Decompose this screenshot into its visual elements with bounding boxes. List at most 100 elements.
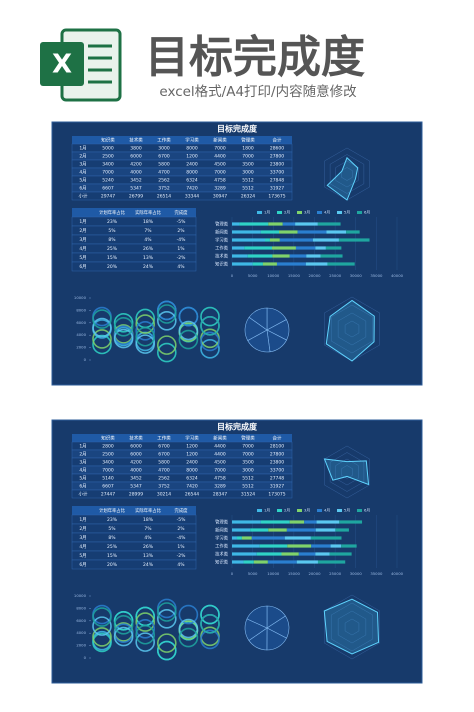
legend-label: 6月	[364, 508, 370, 513]
ring	[135, 619, 155, 639]
table-cell: 33700	[270, 170, 284, 176]
table-cell: 4200	[130, 460, 142, 466]
rate-cell: 4%	[177, 562, 185, 568]
bar-segment	[232, 230, 261, 234]
ring	[113, 610, 134, 631]
x-tick-label: 5000	[248, 273, 258, 278]
pie-slice	[246, 605, 268, 629]
rate-cell: 18%	[143, 219, 154, 225]
ring	[200, 306, 220, 327]
table-cell: 8000	[186, 468, 198, 474]
table-cell: 4400	[214, 154, 226, 160]
table-cell: 3452	[130, 476, 142, 482]
page-title: 目标完成度	[145, 32, 365, 83]
rate-label: 2月	[79, 228, 86, 234]
rate-header: 实际年率占比	[135, 507, 161, 514]
bar-segment	[272, 246, 296, 250]
table-cell: 27748	[270, 476, 284, 482]
table-cell: 31927	[270, 484, 284, 490]
table-cell: 7000	[214, 468, 226, 474]
table-cell: 2400	[186, 460, 198, 466]
bar-segment	[268, 528, 287, 532]
table-cell: 28347	[213, 492, 227, 498]
table-header: 新闻类	[213, 137, 227, 144]
x-tick-label: 15000	[288, 273, 301, 278]
bar-category: 工作类	[215, 245, 229, 252]
bar-segment	[315, 528, 336, 532]
bar-segment	[295, 246, 316, 250]
rate-label: 6月	[79, 562, 86, 568]
ring	[135, 612, 155, 632]
table-cell: 3800	[130, 146, 142, 152]
table-cell: 29747	[101, 194, 115, 200]
x-tick-label: 25000	[329, 571, 342, 576]
bar-segment	[311, 544, 331, 548]
table-cell: 7000	[102, 170, 114, 176]
y-tick-label: 6000	[76, 320, 86, 325]
rate-cell: 15%	[107, 255, 118, 261]
bar-segment	[329, 552, 352, 556]
bar-segment	[262, 262, 277, 266]
legend-swatch	[257, 211, 262, 214]
table-cell: 5800	[158, 460, 170, 466]
table-cell: 1200	[186, 154, 198, 160]
bar-segment	[327, 262, 355, 266]
bar-segment	[346, 230, 360, 234]
ring	[157, 335, 177, 355]
rate-cell: 5%	[108, 228, 116, 234]
radar-grid	[341, 465, 353, 479]
icon-letter: X	[52, 50, 72, 80]
rate-label: 3月	[79, 535, 86, 541]
table-cell: 26514	[157, 194, 171, 200]
rate-cell: 26%	[143, 246, 154, 252]
bar-category: 学习类	[215, 237, 229, 244]
ring	[157, 608, 177, 629]
legend-swatch	[277, 509, 282, 512]
table-cell: 7420	[186, 484, 198, 490]
bar-category: 管理类	[215, 519, 229, 526]
bar-segment	[232, 246, 245, 250]
table-cell: 27848	[270, 178, 284, 184]
radar-grid	[331, 602, 373, 652]
bar-segment	[265, 238, 270, 242]
table-cell: 3752	[158, 186, 170, 192]
radar-grid	[337, 312, 367, 346]
bar-segment	[295, 222, 318, 226]
bar-segment	[268, 222, 283, 226]
table-cell: 27447	[101, 492, 115, 498]
bar-segment	[330, 544, 342, 548]
rate-header: 完成度	[175, 209, 189, 216]
legend-label: 4月	[324, 508, 330, 513]
rate-cell: -2%	[177, 255, 186, 261]
table-cell: 5347	[130, 186, 142, 192]
table-cell: 3500	[242, 162, 254, 168]
table-cell: 4700	[158, 468, 170, 474]
ring	[92, 317, 112, 338]
ring	[178, 306, 199, 327]
ring	[157, 342, 177, 363]
rate-header: 计划年率占比	[99, 209, 125, 216]
rate-cell: 2%	[177, 228, 185, 234]
bar-segment	[289, 254, 307, 258]
table-cell: 5512	[242, 476, 254, 482]
bar-segment	[232, 544, 260, 548]
table-cell: 3289	[214, 186, 226, 192]
table-cell: 26544	[185, 492, 199, 498]
table-cell: 2800	[102, 444, 114, 450]
table-cell: 3000	[242, 170, 254, 176]
ring	[92, 334, 112, 355]
row-label: 小计	[79, 193, 88, 200]
legend-label: 5月	[344, 508, 350, 513]
bar-segment	[296, 560, 318, 564]
ring	[92, 627, 112, 647]
y-tick-label: 2000	[76, 345, 86, 350]
bar-segment	[320, 254, 343, 258]
y-tick-label: 4000	[76, 630, 86, 635]
radar-bottom	[323, 598, 380, 655]
pie-slice	[248, 307, 268, 331]
table-cell: 4000	[130, 170, 142, 176]
rate-cell: 8%	[108, 535, 116, 541]
rate-label: 2月	[79, 526, 86, 532]
x-tick-label: 0	[231, 571, 234, 576]
bar-segment	[317, 222, 341, 226]
